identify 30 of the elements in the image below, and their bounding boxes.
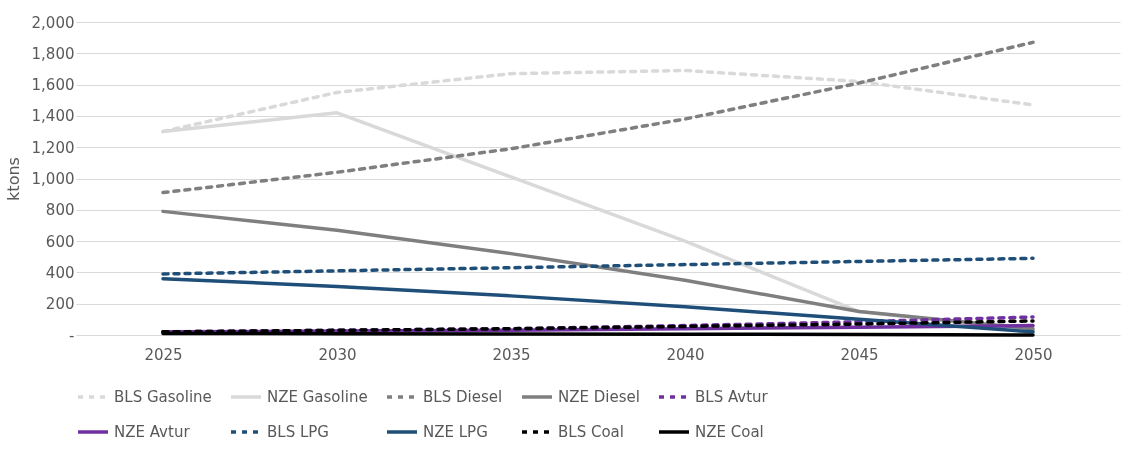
y-tick-label: - (69, 326, 75, 345)
legend-label: NZE LPG (423, 423, 488, 441)
line-series (161, 40, 1035, 195)
y-tick-label: 1,400 (31, 107, 75, 126)
y-tick-label: 400 (45, 263, 75, 282)
y-tick-label: 1,600 (31, 76, 75, 95)
y-tick-label: 800 (45, 201, 75, 220)
legend-label: BLS Coal (558, 423, 624, 441)
x-tick-label: 2050 (1014, 345, 1053, 364)
legend-label: NZE Avtur (114, 423, 191, 441)
y-tick-label: 1,800 (31, 44, 75, 63)
legend-label: BLS Diesel (423, 388, 503, 406)
x-tick-label: 2035 (492, 345, 531, 364)
y-axis-title: ktons (3, 157, 23, 201)
y-tick-label: 1,200 (31, 138, 75, 157)
legend-label: NZE Coal (695, 423, 764, 441)
legend-label: BLS LPG (267, 423, 329, 441)
x-tick-label: 2030 (318, 345, 357, 364)
legend-label: NZE Diesel (558, 388, 640, 406)
y-tick-label: 2,000 (31, 13, 75, 32)
x-tick-label: 2045 (840, 345, 879, 364)
x-tick-label: 2025 (144, 345, 183, 364)
line-series (161, 209, 1035, 331)
y-tick-label: 200 (45, 295, 75, 314)
x-tick-label: 2040 (666, 345, 705, 364)
y-tick-label: 1,000 (31, 170, 75, 188)
legend-label: NZE Gasoline (267, 388, 368, 406)
legend-label: BLS Avtur (695, 388, 769, 406)
legend-label: BLS Gasoline (114, 388, 212, 406)
y-tick-label: 600 (45, 232, 75, 251)
